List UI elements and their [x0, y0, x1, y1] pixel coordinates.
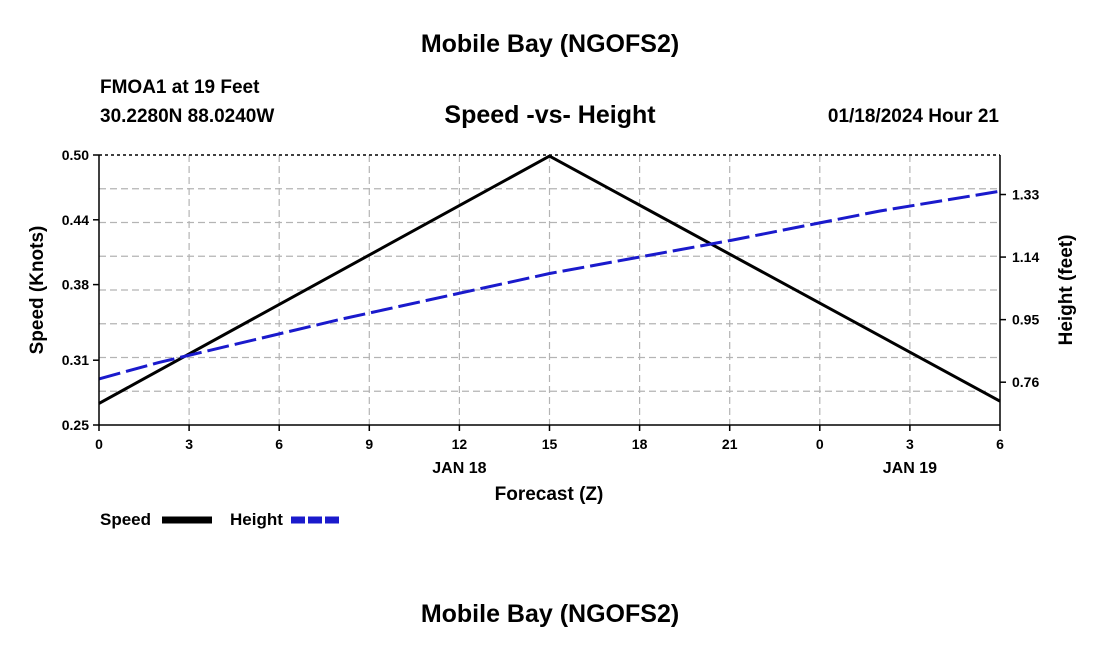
series-lines — [98, 154, 1001, 405]
x-axis-label: Forecast (Z) — [495, 484, 604, 505]
left-tick-label: 0.31 — [62, 352, 89, 368]
x-tick-label: 3 — [185, 436, 193, 452]
left-tick-label: 0.38 — [62, 277, 89, 293]
left-tick-label: 0.25 — [62, 417, 89, 433]
series-line-speed — [98, 154, 1001, 405]
x-tick-label: 0 — [816, 436, 824, 452]
x-tick-label: 15 — [542, 436, 558, 452]
footer-title: Mobile Bay (NGOFS2) — [420, 600, 680, 628]
x-tick-label: 6 — [275, 436, 283, 452]
coordinates-label: 30.2280N 88.0240W — [100, 106, 275, 127]
x-tick-label: 18 — [632, 436, 648, 452]
x-tick-label: 9 — [365, 436, 373, 452]
legend: Speed Height — [100, 510, 342, 529]
x-date-label: JAN 19 — [883, 460, 937, 477]
page-title: Mobile Bay (NGOFS2) — [420, 30, 680, 58]
right-axis-label: Height (feet) — [1056, 235, 1077, 346]
tick-labels: 0 3 6 9 12 15 18 21 0 3 6 JAN 18 JAN 19 0.25 0.31 0.38 0… — [62, 147, 1040, 477]
axes — [93, 154, 1006, 431]
legend-label-height: Height — [230, 510, 283, 529]
speed-height-chart: 0 3 6 9 12 15 18 21 0 3 6 JAN 18 JAN 19 0.25 0.31 0.38 0… — [27, 147, 1077, 529]
x-tick-label: 6 — [996, 436, 1004, 452]
right-tick-label: 0.95 — [1012, 312, 1039, 328]
x-date-label: JAN 18 — [432, 460, 486, 477]
grid-lines — [99, 155, 1000, 425]
timestamp-label: 01/18/2024 Hour 21 — [827, 106, 999, 127]
x-tick-label: 3 — [906, 436, 914, 452]
x-tick-label: 21 — [722, 436, 738, 452]
right-tick-label: 1.33 — [1012, 187, 1039, 203]
x-tick-label: 12 — [452, 436, 468, 452]
legend-label-speed: Speed — [100, 510, 151, 529]
left-tick-label: 0.44 — [62, 212, 89, 228]
chart-title: Speed -vs- Height — [444, 101, 656, 129]
right-tick-label: 1.14 — [1012, 249, 1039, 265]
left-axis-label: Speed (Knots) — [27, 226, 48, 355]
series-line-height — [98, 189, 1001, 381]
left-tick-label: 0.50 — [62, 147, 89, 163]
station-label: FMOA1 at 19 Feet — [100, 77, 260, 98]
x-tick-label: 0 — [95, 436, 103, 452]
right-tick-label: 0.76 — [1012, 374, 1039, 390]
